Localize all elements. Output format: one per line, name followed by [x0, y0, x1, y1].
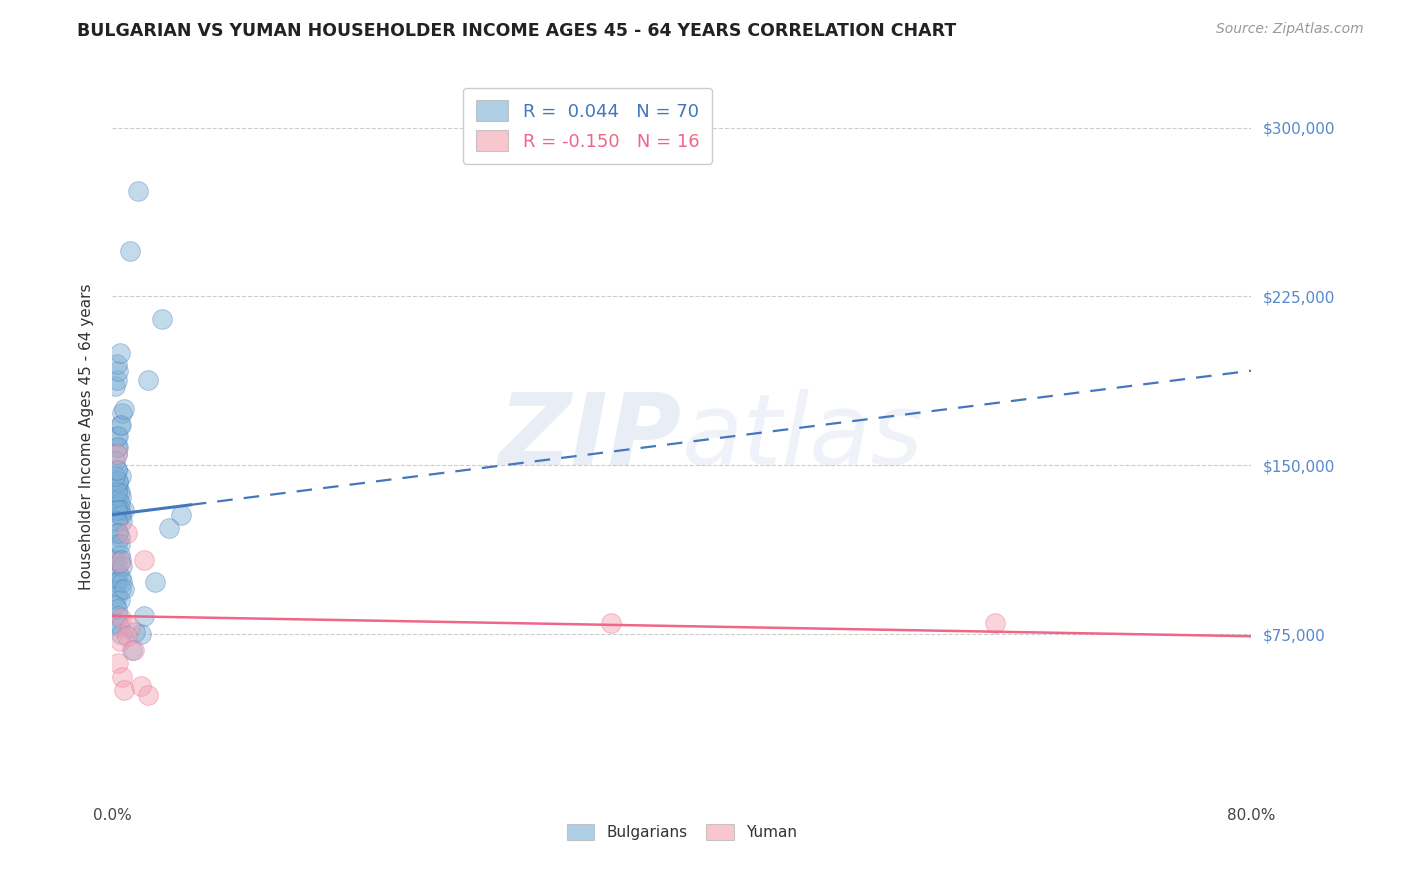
Point [107, 657, 129, 671]
Point [107, 440, 129, 454]
Point [112, 503, 135, 517]
Point [108, 503, 131, 517]
Point [105, 463, 128, 477]
Point [105, 429, 128, 443]
Point [107, 609, 129, 624]
Point [110, 417, 132, 432]
Text: ZIP: ZIP [499, 389, 682, 485]
Point [108, 593, 131, 607]
Point [110, 611, 132, 625]
Point [108, 633, 131, 648]
Point [159, 521, 180, 535]
Point [115, 525, 138, 540]
Point [107, 476, 129, 491]
Point [110, 490, 132, 504]
Point [108, 417, 131, 432]
Text: atlas: atlas [682, 389, 924, 485]
Point [110, 553, 132, 567]
Point [118, 244, 141, 259]
Point [105, 499, 128, 513]
Point [108, 485, 131, 500]
Point [599, 615, 621, 630]
Legend: Bulgarians, Yuman: Bulgarians, Yuman [561, 818, 803, 847]
Point [110, 582, 132, 596]
Point [108, 555, 131, 569]
Point [112, 582, 135, 596]
Text: Source: ZipAtlas.com: Source: ZipAtlas.com [1216, 22, 1364, 37]
Point [111, 515, 134, 529]
Text: BULGARIAN VS YUMAN HOUSEHOLDER INCOME AGES 45 - 64 YEARS CORRELATION CHART: BULGARIAN VS YUMAN HOUSEHOLDER INCOME AG… [77, 22, 956, 40]
Point [108, 548, 131, 562]
Point [110, 571, 132, 585]
Point [107, 429, 129, 443]
Point [105, 515, 128, 529]
Point [105, 463, 128, 477]
Point [104, 379, 127, 393]
Point [104, 598, 127, 612]
Point [136, 688, 159, 702]
Point [118, 620, 141, 634]
Point [110, 508, 132, 522]
Point [105, 615, 128, 630]
Point [108, 537, 131, 551]
Point [105, 447, 128, 461]
Point [105, 575, 128, 590]
Point [108, 496, 131, 510]
Point [105, 537, 128, 551]
Point [150, 312, 173, 326]
Point [112, 401, 135, 416]
Point [107, 481, 129, 495]
Point [110, 469, 132, 483]
Point [115, 629, 138, 643]
Point [108, 508, 131, 522]
Point [129, 679, 152, 693]
Point [108, 530, 131, 544]
Point [107, 566, 129, 581]
Point [105, 447, 128, 461]
Point [108, 620, 131, 634]
Point [107, 525, 129, 540]
Point [104, 469, 127, 483]
Point [984, 615, 1007, 630]
Point [110, 627, 132, 641]
Point [132, 553, 155, 567]
Point [121, 642, 143, 657]
Point [136, 373, 159, 387]
Point [105, 373, 128, 387]
Point [108, 345, 131, 359]
Point [124, 624, 146, 639]
Point [143, 575, 166, 590]
Point [107, 364, 129, 378]
Point [111, 559, 134, 574]
Point [104, 453, 127, 467]
Point [105, 440, 128, 454]
Point [105, 559, 128, 574]
Point [122, 642, 145, 657]
Point [107, 525, 129, 540]
Point [107, 491, 129, 506]
Y-axis label: Householder Income Ages 45 - 64 years: Householder Income Ages 45 - 64 years [79, 284, 94, 591]
Point [105, 503, 128, 517]
Point [127, 184, 149, 198]
Point [105, 602, 128, 616]
Point [105, 357, 128, 371]
Point [105, 589, 128, 603]
Point [107, 474, 129, 488]
Point [112, 683, 135, 698]
Point [129, 627, 152, 641]
Point [170, 508, 193, 522]
Point [111, 670, 134, 684]
Point [104, 553, 127, 567]
Point [105, 485, 128, 500]
Point [111, 407, 134, 421]
Point [111, 575, 134, 590]
Point [132, 609, 155, 624]
